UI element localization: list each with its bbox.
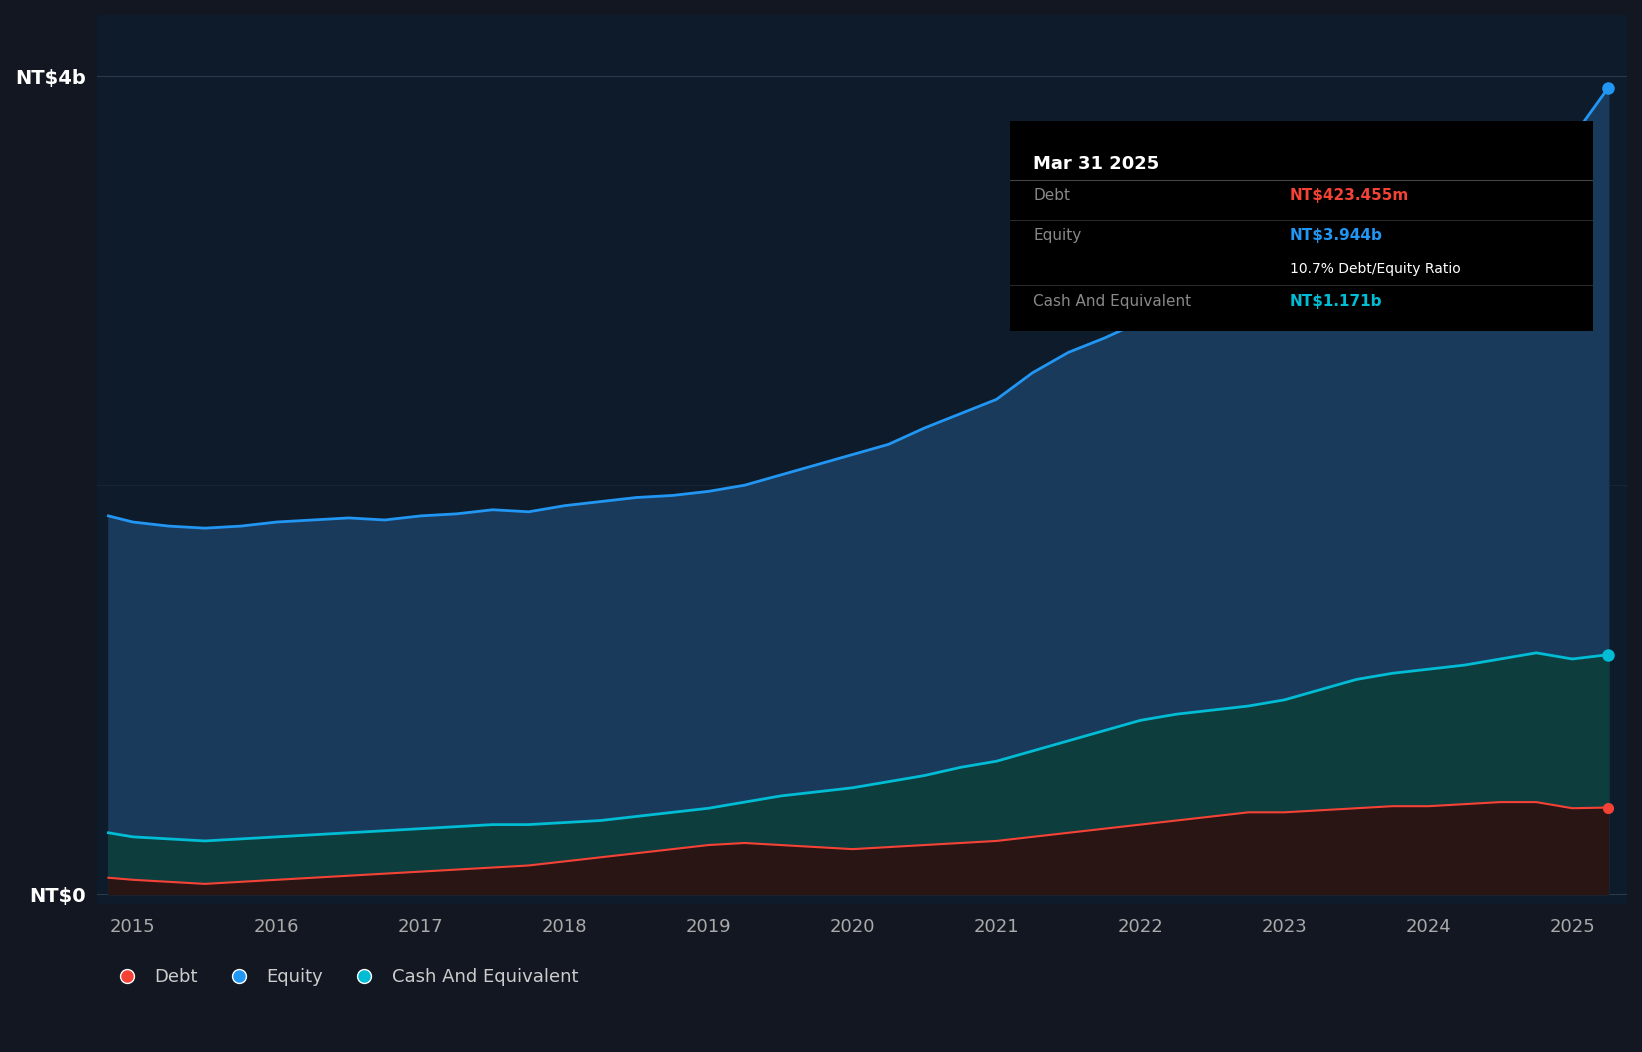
Text: NT$3.944b: NT$3.944b <box>1289 228 1383 243</box>
Text: NT$423.455m: NT$423.455m <box>1289 188 1409 203</box>
Text: Mar 31 2025: Mar 31 2025 <box>1033 155 1159 173</box>
Legend: Debt, Equity, Cash And Equivalent: Debt, Equity, Cash And Equivalent <box>105 960 586 993</box>
Text: Cash And Equivalent: Cash And Equivalent <box>1033 294 1192 308</box>
Text: 10.7% Debt/Equity Ratio: 10.7% Debt/Equity Ratio <box>1289 262 1460 276</box>
Text: Equity: Equity <box>1033 228 1082 243</box>
Text: Debt: Debt <box>1033 188 1071 203</box>
Text: NT$1.171b: NT$1.171b <box>1289 294 1383 308</box>
